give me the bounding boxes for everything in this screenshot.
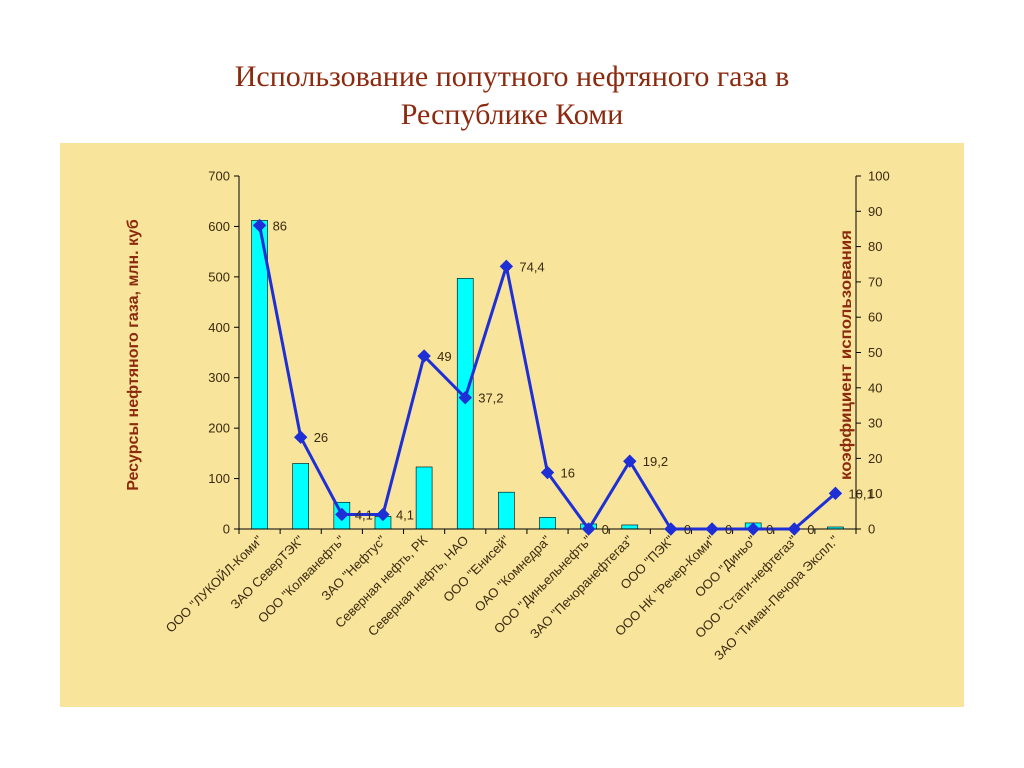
line-data-label: 49: [437, 349, 451, 364]
line-point: [664, 522, 678, 536]
left-tick-label: 400: [208, 320, 230, 335]
bar: [539, 517, 556, 530]
line-data-label: 4,1: [396, 508, 414, 523]
line-point: [335, 507, 349, 522]
right-tick-label: 10: [868, 486, 882, 501]
slide-title-line-2: Республике Коми: [400, 98, 624, 131]
chart-panel: 0 100 200 300 400 500 600 700 0 10 20 30 40 50 60 70 80…: [60, 143, 964, 707]
line-point: [376, 507, 390, 522]
right-tick-label: 50: [868, 345, 882, 360]
bar: [292, 463, 309, 530]
line-point: [252, 218, 267, 233]
slide-title-line-1: Использование попутного нефтяного газа в: [234, 60, 790, 93]
slide-title: Использование попутного нефтяного газа в…: [0, 58, 1024, 134]
right-tick-label: 0: [868, 522, 875, 537]
line-data-labels: 86 26 4,1 4,1 49 37,2 74,4 16 0 19,2 0 0 0 0 10,1: [273, 218, 874, 537]
line-data-label: 26: [314, 430, 328, 445]
line-point: [417, 349, 431, 363]
line-data-label: 19,2: [643, 454, 668, 469]
right-tick-label: 90: [868, 204, 882, 219]
left-tick-label: 700: [208, 169, 230, 184]
line-data-label: 16: [561, 466, 575, 481]
left-tick-label: 0: [223, 522, 230, 537]
chart: 0 100 200 300 400 500 600 700 0 10 20 30 40 50 60 70 80…: [60, 143, 964, 707]
left-axis-ticks: 0 100 200 300 400 500 600 700: [208, 169, 239, 537]
line-data-label: 4,1: [355, 508, 373, 523]
line-data-label: 86: [273, 218, 287, 233]
bar: [415, 466, 433, 530]
line-point: [787, 522, 802, 536]
right-axis-ticks: 0 10 20 30 40 50 60 70 80 90 100: [856, 169, 890, 537]
left-tick-label: 300: [208, 370, 230, 385]
chart-background: [60, 143, 964, 707]
line-point: [499, 259, 514, 274]
bar: [621, 524, 639, 530]
line-data-label: 0: [602, 522, 609, 537]
right-tick-label: 40: [868, 380, 882, 395]
line-series: [252, 218, 843, 536]
left-tick-label: 500: [208, 269, 230, 284]
line-data-label: 0: [725, 522, 732, 537]
line-point: [458, 390, 472, 405]
right-tick-label: 30: [868, 416, 882, 431]
right-axis-title: коэффициент использования: [838, 230, 855, 480]
bar: [498, 491, 515, 530]
line-point: [705, 522, 719, 536]
line-point: [581, 522, 596, 536]
right-tick-label: 70: [868, 274, 882, 289]
line-point: [293, 430, 308, 444]
left-tick-label: 200: [208, 421, 230, 436]
line-data-label: 74,4: [519, 259, 544, 274]
line-point: [623, 454, 637, 468]
bar: [251, 220, 268, 530]
line-data-label: 0: [807, 522, 814, 537]
left-tick-label: 100: [208, 471, 230, 486]
right-tick-label: 60: [868, 310, 882, 325]
right-tick-label: 80: [868, 239, 882, 254]
line-data-label: 37,2: [478, 391, 503, 406]
line-data-label: 0: [766, 522, 773, 537]
line-point: [828, 486, 843, 501]
line-data-label: 0: [684, 522, 691, 537]
line-point: [746, 522, 760, 536]
left-axis-title: Ресурсы нефтяного газа, млн. куб: [125, 219, 142, 491]
line-point: [540, 465, 555, 480]
left-tick-label: 600: [208, 219, 230, 234]
line-data-label: 10,1: [848, 486, 873, 501]
right-tick-label: 100: [868, 169, 890, 184]
right-tick-label: 20: [868, 451, 882, 466]
